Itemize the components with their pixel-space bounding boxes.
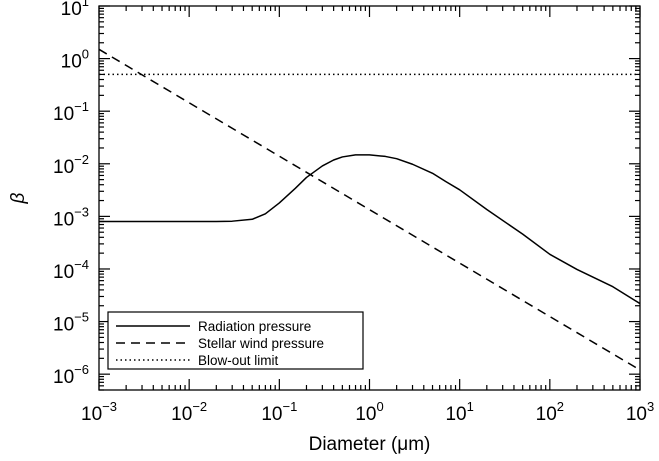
x-tick-exponent: −3 — [102, 399, 117, 414]
legend-box — [107, 311, 364, 370]
legend: Radiation pressure Stellar wind pressure B… — [107, 311, 364, 370]
y-tick-label: 10−6 — [53, 362, 89, 388]
x-tick-label: 10−3 — [81, 399, 117, 425]
x-tick-base: 10 — [355, 404, 376, 425]
x-tick-exponent: 3 — [647, 399, 654, 414]
x-tick-base: 10 — [445, 404, 466, 425]
y-tick-exponent: −6 — [74, 362, 89, 377]
x-tick-labels: 10−3 10−2 10−1 100 101 102 103 — [81, 399, 654, 425]
x-tick-base: 10 — [536, 404, 557, 425]
y-tick-base: 10 — [61, 0, 82, 20]
y-tick-label: 10−4 — [53, 257, 89, 283]
x-tick-exponent: 2 — [557, 399, 564, 414]
x-tick-base: 10 — [81, 404, 102, 425]
y-tick-base: 10 — [53, 262, 74, 283]
y-tick-label: 101 — [61, 0, 89, 20]
y-tick-exponent: 1 — [82, 0, 89, 9]
x-tick-base: 10 — [261, 404, 282, 425]
x-tick-label: 10−1 — [261, 399, 297, 425]
y-axis-label: β — [8, 192, 29, 204]
x-tick-exponent: 1 — [467, 399, 474, 414]
x-tick-exponent: −2 — [192, 399, 207, 414]
y-tick-base: 10 — [53, 315, 74, 336]
x-tick-exponent: −1 — [282, 399, 297, 414]
y-tick-exponent: −2 — [74, 152, 89, 167]
y-tick-exponent: −3 — [74, 204, 89, 219]
x-tick-label: 101 — [445, 399, 473, 425]
x-tick-label: 102 — [536, 399, 564, 425]
y-tick-exponent: 0 — [82, 47, 89, 62]
x-tick-label: 100 — [355, 399, 383, 425]
y-tick-base: 10 — [53, 367, 74, 388]
y-tick-base: 10 — [53, 209, 74, 230]
x-tick-exponent: 0 — [376, 399, 383, 414]
y-tick-label: 10−1 — [53, 99, 89, 125]
legend-label: Blow-out limit — [198, 353, 279, 368]
legend-label: Radiation pressure — [198, 319, 311, 334]
y-tick-label: 100 — [61, 47, 89, 73]
x-tick-label: 10−2 — [171, 399, 207, 425]
series-layer — [99, 48, 640, 371]
x-tick-base: 10 — [171, 404, 192, 425]
y-tick-label: 10−3 — [53, 204, 89, 230]
x-tick-label: 103 — [626, 399, 654, 425]
x-tick-base: 10 — [626, 404, 647, 425]
y-tick-base: 10 — [61, 52, 82, 73]
y-tick-exponent: −5 — [74, 310, 89, 325]
legend-label: Stellar wind pressure — [198, 336, 324, 351]
y-tick-label: 10−2 — [53, 152, 89, 178]
y-tick-label: 10−5 — [53, 310, 89, 336]
ticks-layer — [98, 5, 641, 391]
x-axis-label: Diameter (μm) — [309, 434, 431, 455]
series-line-solid — [99, 154, 640, 305]
y-tick-exponent: −4 — [74, 257, 89, 272]
y-tick-base: 10 — [53, 104, 74, 125]
y-tick-base: 10 — [53, 157, 74, 178]
y-tick-exponent: −1 — [74, 99, 89, 114]
